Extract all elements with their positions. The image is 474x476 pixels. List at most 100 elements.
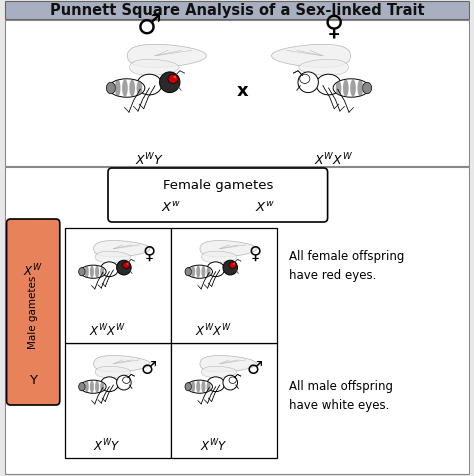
Ellipse shape — [298, 72, 319, 93]
Ellipse shape — [90, 380, 94, 393]
Ellipse shape — [343, 79, 348, 97]
FancyBboxPatch shape — [7, 219, 60, 405]
Ellipse shape — [300, 74, 310, 83]
Ellipse shape — [185, 383, 191, 391]
Ellipse shape — [100, 262, 118, 277]
Ellipse shape — [207, 382, 210, 392]
Ellipse shape — [336, 81, 341, 95]
Bar — [5, 1, 469, 19]
Text: Y: Y — [29, 374, 37, 387]
Ellipse shape — [187, 380, 212, 393]
Ellipse shape — [316, 74, 341, 95]
Ellipse shape — [207, 262, 225, 277]
Text: All male offspring
have white eyes.: All male offspring have white eyes. — [289, 380, 393, 412]
Polygon shape — [201, 366, 237, 377]
Polygon shape — [94, 240, 150, 257]
Ellipse shape — [95, 380, 99, 393]
Ellipse shape — [137, 81, 142, 95]
Ellipse shape — [229, 377, 236, 384]
Text: $X^WY$: $X^WY$ — [93, 438, 121, 454]
Ellipse shape — [191, 266, 195, 278]
Ellipse shape — [196, 380, 201, 393]
Polygon shape — [200, 240, 256, 257]
Ellipse shape — [201, 380, 205, 393]
Polygon shape — [94, 356, 150, 372]
Text: $X^WX^W$: $X^WX^W$ — [89, 323, 126, 339]
Text: $X^WX^W$: $X^WX^W$ — [195, 323, 232, 339]
Ellipse shape — [350, 79, 356, 97]
Ellipse shape — [90, 266, 94, 278]
Polygon shape — [299, 59, 348, 75]
Ellipse shape — [207, 377, 225, 392]
Text: ♀: ♀ — [323, 12, 344, 40]
Ellipse shape — [129, 79, 135, 97]
Ellipse shape — [85, 380, 89, 393]
Text: ♂: ♂ — [141, 360, 157, 377]
Ellipse shape — [80, 265, 106, 278]
Ellipse shape — [123, 377, 130, 384]
Ellipse shape — [223, 375, 237, 390]
Text: $X^WY$: $X^WY$ — [200, 438, 228, 454]
Text: $X^WX^W$: $X^WX^W$ — [314, 152, 353, 169]
Ellipse shape — [123, 262, 130, 268]
Ellipse shape — [137, 74, 162, 95]
Ellipse shape — [191, 380, 195, 393]
Text: Male gametes: Male gametes — [28, 275, 38, 349]
Ellipse shape — [79, 383, 85, 391]
Text: ♂: ♂ — [247, 360, 263, 377]
Ellipse shape — [100, 267, 104, 277]
Ellipse shape — [127, 263, 128, 265]
Polygon shape — [129, 59, 179, 75]
Text: All female offspring
have red eyes.: All female offspring have red eyes. — [289, 250, 405, 282]
Bar — [5, 20, 469, 166]
Ellipse shape — [173, 76, 176, 78]
Text: $X^W$: $X^W$ — [23, 263, 43, 279]
Bar — [171, 343, 277, 458]
Ellipse shape — [122, 79, 128, 97]
Text: Punnett Square Analysis of a Sex-linked Trait: Punnett Square Analysis of a Sex-linked … — [50, 2, 424, 18]
FancyBboxPatch shape — [108, 168, 328, 222]
Ellipse shape — [333, 79, 369, 97]
Bar — [64, 228, 171, 343]
Text: $X^w$: $X^w$ — [255, 201, 274, 215]
Text: Female gametes: Female gametes — [163, 178, 273, 191]
Ellipse shape — [160, 72, 180, 93]
Ellipse shape — [100, 382, 104, 392]
Ellipse shape — [168, 74, 178, 83]
Ellipse shape — [207, 267, 210, 277]
Polygon shape — [272, 44, 351, 67]
Ellipse shape — [85, 266, 89, 278]
Text: ♀: ♀ — [248, 245, 262, 263]
Ellipse shape — [106, 82, 115, 94]
Ellipse shape — [201, 266, 205, 278]
Ellipse shape — [95, 266, 99, 278]
Polygon shape — [200, 356, 256, 372]
Polygon shape — [95, 251, 131, 263]
Ellipse shape — [117, 260, 131, 275]
Ellipse shape — [233, 263, 235, 265]
Text: ♂: ♂ — [137, 12, 162, 40]
Ellipse shape — [223, 260, 237, 275]
Polygon shape — [95, 366, 131, 377]
Ellipse shape — [115, 79, 120, 97]
Ellipse shape — [187, 265, 212, 278]
Text: $X^WY$: $X^WY$ — [135, 152, 164, 169]
Ellipse shape — [117, 375, 131, 390]
Ellipse shape — [229, 262, 236, 268]
Ellipse shape — [79, 268, 85, 276]
Bar — [5, 167, 469, 474]
Text: $X^w$: $X^w$ — [161, 201, 181, 215]
Bar — [64, 343, 171, 458]
Ellipse shape — [100, 377, 118, 392]
Ellipse shape — [357, 79, 363, 97]
Ellipse shape — [185, 268, 191, 276]
Polygon shape — [201, 251, 237, 263]
Ellipse shape — [196, 266, 201, 278]
Bar — [171, 228, 277, 343]
Ellipse shape — [80, 380, 106, 393]
Ellipse shape — [363, 82, 372, 94]
Polygon shape — [128, 44, 207, 67]
Text: ♀: ♀ — [142, 245, 155, 263]
Ellipse shape — [109, 79, 145, 97]
Text: x: x — [237, 82, 249, 100]
